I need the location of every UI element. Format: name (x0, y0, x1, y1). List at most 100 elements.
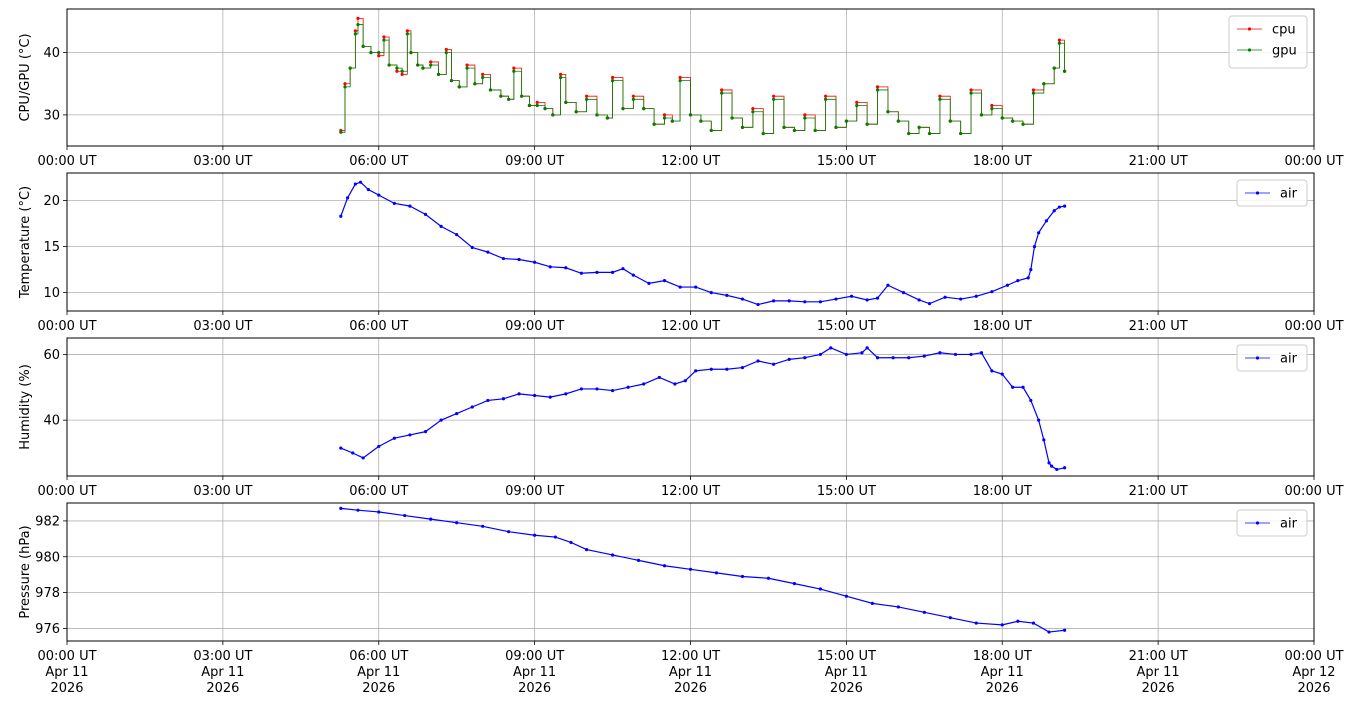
x-tick-label-line: 18:00 UT (973, 319, 1032, 334)
x-tick-label-line: 00:00 UT (1284, 154, 1343, 169)
data-point-cpu (377, 54, 381, 58)
data-point-air (829, 346, 833, 350)
x-tick-label-line: 21:00 UT (1129, 154, 1188, 169)
data-point-air (377, 193, 381, 197)
x-tick-label-line: 00:00 UT (37, 154, 96, 169)
data-point-air (631, 273, 635, 277)
data-point-gpu (353, 32, 357, 36)
data-point-gpu (834, 125, 838, 129)
data-point-air (351, 451, 355, 455)
x-tick-label-line: 15:00 UT (817, 484, 876, 499)
data-point-air (642, 382, 646, 386)
series-line-air (340, 347, 1065, 471)
x-tick-label-line: 12:00 UT (661, 319, 720, 334)
series-line-air (340, 507, 1065, 633)
data-point-gpu (927, 131, 932, 136)
data-point-air (1026, 276, 1030, 280)
data-point-gpu (948, 119, 952, 123)
x-tick-label-line: 15:00 UT (817, 319, 876, 334)
data-point-cpu (512, 66, 516, 70)
data-point-gpu (449, 79, 454, 83)
data-point-gpu (959, 131, 963, 136)
y-axis-label: Pressure (hPa) (18, 525, 33, 618)
data-point-cpu (382, 35, 386, 39)
data-point-air (725, 367, 729, 371)
x-tick-label-line: Apr 11 (1137, 665, 1180, 680)
data-point-cpu (429, 60, 433, 64)
data-point-air (1011, 385, 1015, 389)
data-point-gpu (670, 119, 674, 123)
data-point-air (377, 510, 381, 514)
data-point-gpu (730, 116, 734, 120)
data-point-air (470, 245, 474, 250)
x-tick-label-line: 12:00 UT (661, 484, 720, 499)
y-axis-label: Humidity (%) (18, 364, 33, 450)
data-point-gpu (395, 66, 399, 70)
data-point-gpu (564, 100, 568, 105)
data-point-air (870, 601, 874, 605)
data-point-air (1047, 630, 1051, 634)
data-point-air (865, 346, 869, 350)
data-point-gpu (574, 110, 578, 114)
x-tick-label: 15:00 UT (817, 319, 876, 334)
data-point-air (979, 351, 984, 355)
x-tick-label: 18:00 UT (973, 154, 1032, 169)
data-point-air (339, 214, 343, 218)
x-tick-label: 09:00 UT (505, 319, 564, 334)
x-tick-label: 06:00 UT (349, 154, 408, 169)
legend-marker-air (1255, 191, 1260, 195)
data-point-gpu (499, 94, 503, 98)
data-point-air (548, 265, 552, 269)
data-point-air (1042, 438, 1046, 442)
data-point-air (1047, 461, 1051, 465)
data-point-cpu (631, 94, 635, 98)
y-tick-label: 10 (43, 286, 60, 301)
data-point-gpu (631, 97, 635, 101)
x-tick-label-line: 06:00 UT (349, 319, 408, 334)
x-tick-label: 15:00 UT Apr 11 2026 (817, 649, 876, 696)
x-tick-label-line: 00:00 UT (1284, 649, 1343, 664)
data-point-air (533, 393, 537, 398)
data-point-air (392, 436, 396, 440)
data-point-gpu (559, 75, 563, 80)
legend-marker-gpu (1247, 48, 1252, 52)
data-point-air (595, 270, 599, 274)
data-point-air (455, 411, 459, 416)
x-tick-label: 18:00 UT (973, 319, 1032, 334)
data-point-gpu (512, 69, 516, 73)
data-point-gpu (348, 66, 352, 70)
data-point-gpu (699, 119, 703, 123)
data-point-air (943, 295, 947, 299)
data-point-air (1016, 279, 1020, 283)
data-point-gpu (792, 128, 797, 133)
data-point-gpu (1042, 82, 1046, 86)
data-point-air (875, 356, 880, 360)
x-tick-label-line: 00:00 UT (37, 484, 96, 499)
x-tick-label: 15:00 UT (817, 484, 876, 499)
x-tick-label-line: Apr 11 (513, 665, 556, 680)
x-tick-label-line: 09:00 UT (505, 319, 564, 334)
data-point-air (657, 375, 661, 380)
data-point-air (423, 430, 428, 434)
data-point-air (803, 300, 807, 304)
x-tick-label-line: 00:00 UT (37, 649, 96, 664)
data-point-air (366, 187, 370, 192)
data-point-air (1021, 385, 1025, 389)
x-tick-label: 06:00 UT (349, 319, 408, 334)
data-point-air (564, 266, 568, 270)
data-point-air (339, 506, 343, 510)
legend-box (1236, 179, 1308, 207)
data-point-air (423, 212, 428, 216)
x-tick-label-line: 21:00 UT (1129, 484, 1188, 499)
data-point-gpu (361, 44, 365, 48)
data-point-gpu (813, 128, 817, 133)
x-tick-label-line: 2026 (206, 681, 239, 696)
y-tick-label: 60 (43, 348, 60, 363)
x-tick-label-line: 12:00 UT (661, 154, 720, 169)
data-point-air (740, 365, 745, 370)
y-tick-label: 982 (35, 514, 60, 529)
data-point-gpu (465, 66, 469, 70)
x-tick-label: 12:00 UT (661, 154, 720, 169)
x-tick-label-line: Apr 11 (981, 665, 1024, 680)
data-point-cpu (559, 72, 563, 76)
